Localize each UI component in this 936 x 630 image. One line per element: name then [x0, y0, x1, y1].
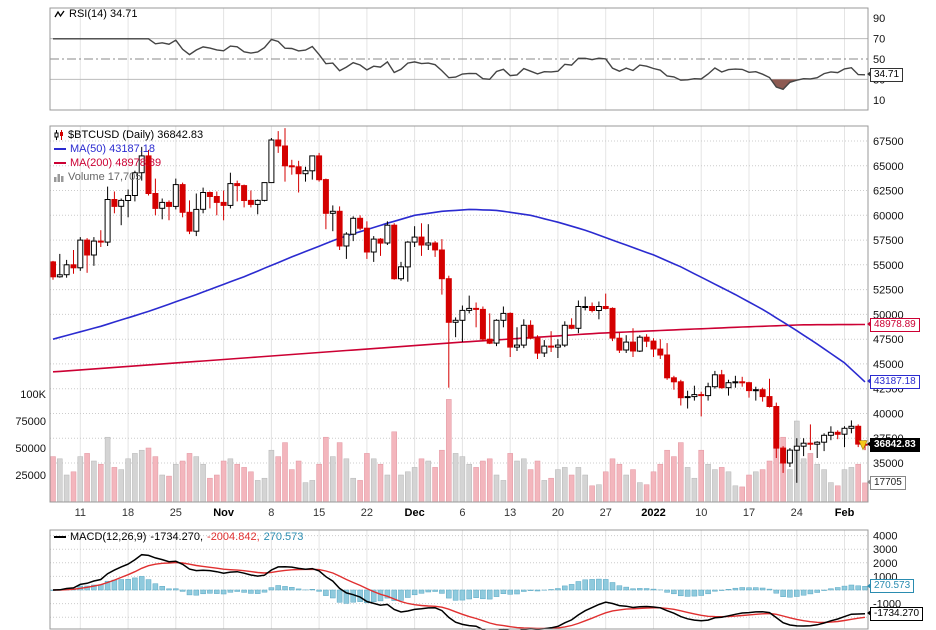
volume-bars [50, 399, 868, 503]
svg-text:8: 8 [268, 507, 274, 519]
svg-text:20: 20 [552, 507, 564, 519]
macd-value-callout: -1734.270 [866, 606, 924, 621]
svg-text:3000: 3000 [873, 544, 897, 556]
svg-text:60000: 60000 [873, 210, 904, 222]
svg-text:45000: 45000 [873, 359, 904, 371]
svg-text:55000: 55000 [873, 260, 904, 272]
svg-text:40000: 40000 [873, 408, 904, 420]
macd-legend: MACD(12,26,9) -1734.270, -2004.842, 270.… [54, 531, 303, 543]
svg-text:67500: 67500 [873, 136, 904, 148]
candlestick-icon [54, 130, 63, 140]
svg-text:4000: 4000 [873, 531, 897, 543]
svg-text:15: 15 [313, 507, 325, 519]
svg-text:10: 10 [873, 95, 885, 107]
rsi-legend: RSI(14) 34.71 [54, 8, 137, 20]
svg-text:6: 6 [459, 507, 465, 519]
rsi-panel [53, 38, 866, 91]
last-price-callout: 36842.83 [867, 437, 920, 452]
svg-text:Nov: Nov [213, 507, 235, 519]
volume-callout-text: 17705 [874, 476, 902, 488]
svg-text:57500: 57500 [873, 235, 904, 247]
svg-text:52500: 52500 [873, 285, 904, 297]
histogram-value: 270.573 [263, 531, 304, 543]
ma50-legend-label: MA(50) 43187.18 [70, 143, 155, 155]
main-legend: $BTCUSD (Daily) 36842.83 MA(50) 43187.18… [54, 128, 203, 184]
macd-line-icon [54, 536, 66, 538]
moving-averages [52, 208, 866, 383]
histogram-callout: 270.573 [866, 579, 915, 594]
svg-text:50: 50 [873, 54, 885, 66]
svg-text:75000: 75000 [15, 416, 46, 428]
volume-value-callout: 17705 [867, 475, 906, 490]
ma50-line-icon [54, 148, 66, 150]
rsi-value-callout: 34.71 [866, 67, 904, 82]
macd-panel [50, 553, 868, 630]
panel-borders [49, 7, 869, 630]
symbol-legend-row: $BTCUSD (Daily) 36842.83 [54, 128, 203, 142]
svg-text:22: 22 [361, 507, 373, 519]
svg-text:50000: 50000 [15, 443, 46, 455]
svg-text:25000: 25000 [15, 470, 46, 482]
svg-text:65000: 65000 [873, 161, 904, 173]
ma200-line-icon [54, 162, 66, 164]
last-price-marker [858, 440, 868, 451]
svg-text:10: 10 [695, 507, 707, 519]
hist-callout-text: 270.573 [874, 580, 911, 592]
svg-text:17: 17 [743, 507, 755, 519]
svg-text:Dec: Dec [405, 507, 425, 519]
macd-value: -1734.270, [150, 531, 204, 543]
ma200-legend-label: MA(200) 48978.89 [70, 157, 162, 169]
rsi-legend-label: RSI(14) 34.71 [69, 8, 138, 20]
svg-text:18: 18 [122, 507, 134, 519]
svg-text:25: 25 [170, 507, 182, 519]
ma50-legend-row: MA(50) 43187.18 [54, 142, 203, 156]
rsi-callout-text: 34.71 [874, 68, 900, 80]
ma50-value-callout: 43187.18 [867, 374, 920, 389]
volume-legend-label: Volume 17,705 [68, 171, 142, 183]
svg-text:11: 11 [75, 507, 86, 519]
rsi-zigzag-icon [54, 10, 65, 17]
volume-bars-icon [54, 173, 64, 182]
svg-text:35000: 35000 [873, 458, 904, 470]
svg-text:24: 24 [791, 507, 803, 519]
svg-text:2000: 2000 [873, 558, 897, 570]
svg-text:47500: 47500 [873, 334, 904, 346]
ma50-callout-text: 43187.18 [874, 375, 916, 387]
ma200-value-callout: 48978.89 [867, 317, 920, 332]
svg-text:Feb: Feb [835, 507, 855, 519]
symbol-legend-label: $BTCUSD (Daily) 36842.83 [68, 129, 204, 141]
svg-text:100K: 100K [20, 389, 46, 401]
signal-value: -2004.842, [207, 531, 260, 543]
svg-text:13: 13 [504, 507, 516, 519]
volume-legend-row: Volume 17,705 [54, 170, 203, 184]
ma200-callout-text: 48978.89 [874, 318, 916, 330]
svg-text:90: 90 [873, 13, 885, 25]
svg-text:62500: 62500 [873, 186, 904, 198]
close-callout-text: 36842.83 [874, 438, 916, 450]
macd-legend-name: MACD(12,26,9) [70, 531, 147, 543]
svg-text:27: 27 [600, 507, 612, 519]
macd-callout-text: -1734.270 [874, 607, 920, 619]
svg-text:70: 70 [873, 34, 885, 46]
ma200-legend-row: MA(200) 48978.89 [54, 156, 203, 170]
svg-text:2022: 2022 [641, 507, 665, 519]
candlesticks [50, 128, 868, 483]
